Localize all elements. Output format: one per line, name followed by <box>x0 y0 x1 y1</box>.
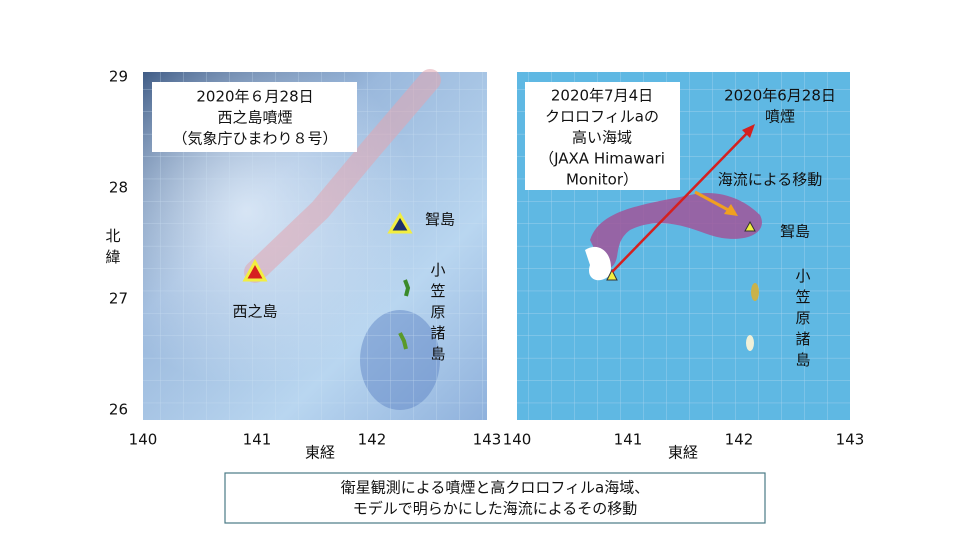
right-map <box>517 72 850 420</box>
place-label: 小笠原諸島 <box>794 268 812 373</box>
x-tick-label: 141 <box>243 431 272 449</box>
y-tick-label: 26 <box>109 401 128 419</box>
y-tick-label: 29 <box>109 68 128 86</box>
x-tick-label: 142 <box>358 431 387 449</box>
title-line: 西之島噴煙 <box>217 109 292 127</box>
place-label: 聟島 <box>425 211 455 229</box>
axis-label: 東経 <box>305 444 335 462</box>
y-tick-label: 27 <box>109 290 128 308</box>
caption-box <box>224 472 766 524</box>
x-tick-label: 143 <box>473 431 502 449</box>
caption-line: 衛星観測による噴煙と高クロロフィルa海域、 <box>341 479 649 497</box>
title-line: 高い海域 <box>572 129 632 147</box>
x-tick-label: 142 <box>725 431 754 449</box>
title-line: Monitor） <box>566 171 638 189</box>
title-line: （気象庁ひまわり８号） <box>172 130 337 148</box>
title-line: 2020年６月28日 <box>196 88 313 106</box>
x-tick-label: 140 <box>129 431 158 449</box>
place-label: 西之島 <box>232 303 277 321</box>
plume-label: 2020年6月28日 <box>724 87 836 105</box>
axis-label: 東経 <box>668 444 698 462</box>
plume-label: 噴煙 <box>765 108 795 126</box>
x-tick-label: 140 <box>503 431 532 449</box>
y-tick-label: 28 <box>109 179 128 197</box>
current-label: 海流による移動 <box>718 171 823 189</box>
place-label: 小笠原諸島 <box>429 262 447 367</box>
place-label: 聟島 <box>780 223 810 241</box>
x-tick-label: 141 <box>614 431 643 449</box>
title-line: クロロフィルaの <box>545 108 659 126</box>
axis-label: 北緯 <box>104 228 122 270</box>
left-map <box>143 69 487 420</box>
title-line: 2020年7月4日 <box>551 87 653 105</box>
title-line: （JAXA Himawari <box>539 150 665 168</box>
caption-line: モデルで明らかにした海流によるその移動 <box>353 500 638 518</box>
x-tick-label: 143 <box>836 431 865 449</box>
